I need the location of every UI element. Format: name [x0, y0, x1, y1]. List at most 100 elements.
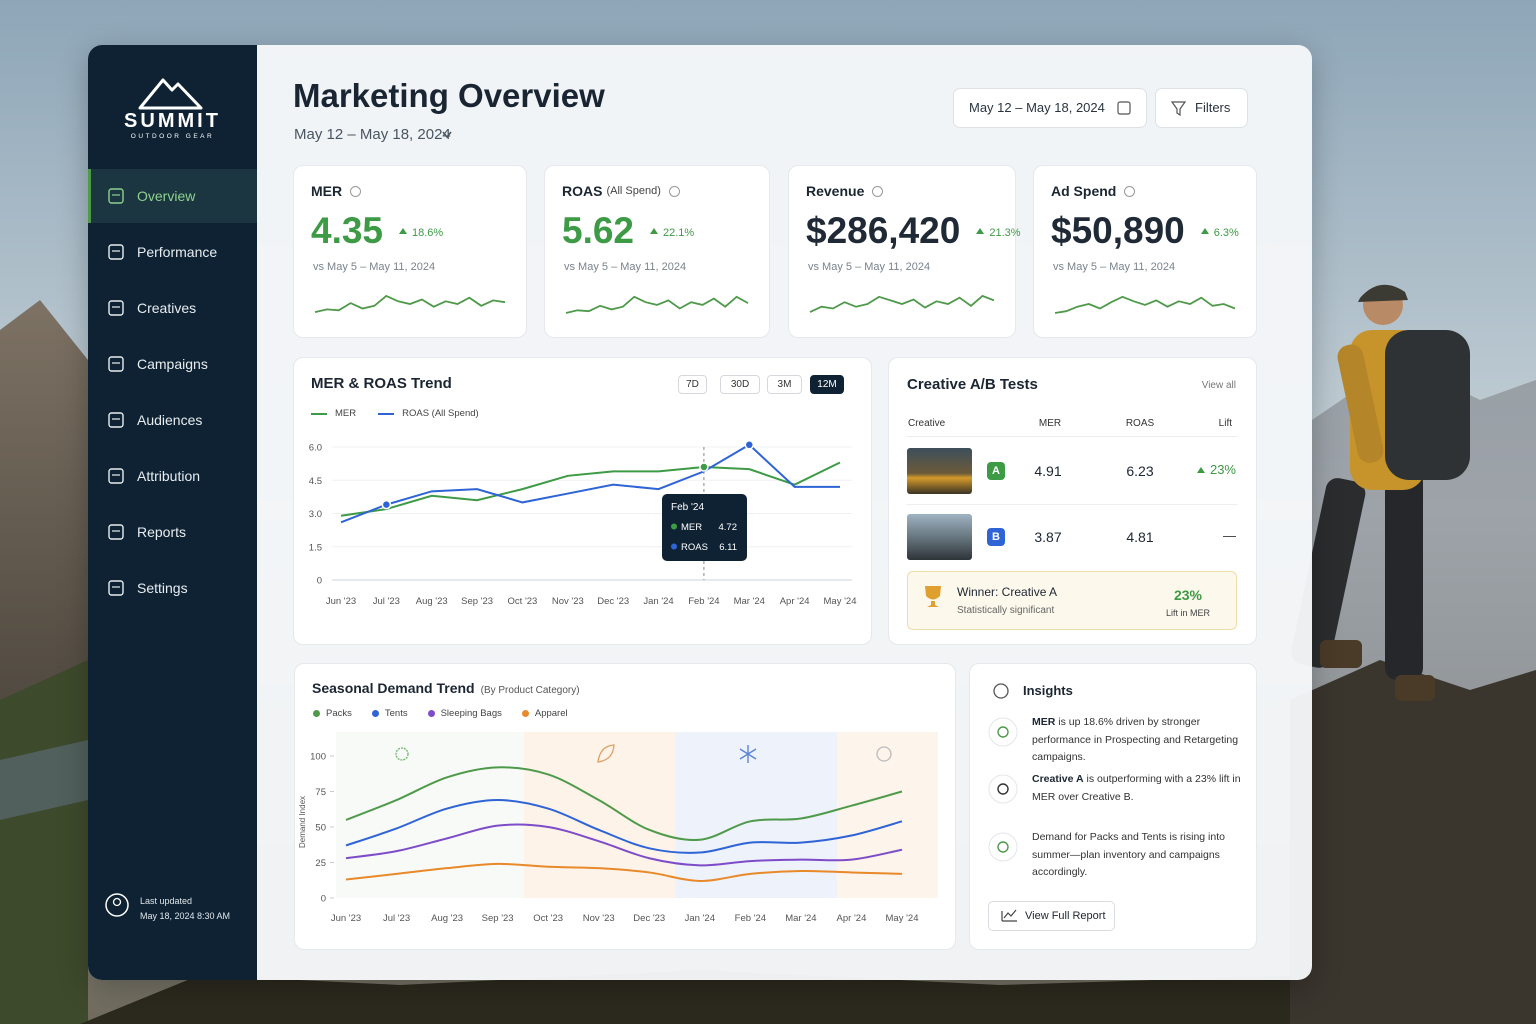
info-icon — [872, 185, 884, 197]
column-header: ROAS — [1125, 417, 1155, 429]
up-arrow — [399, 228, 408, 234]
kpi-value-row: 5.62 22.1% — [562, 210, 694, 252]
kpi-change: 22.1% — [663, 226, 695, 239]
trend-card — [293, 357, 872, 645]
kpi-value: 5.62 — [562, 210, 635, 251]
roas-value: 6.23 — [1126, 462, 1154, 479]
mer-value: 3.87 — [1034, 528, 1062, 545]
page-title: Marketing Overview — [293, 76, 605, 114]
date-range: May 12 – May 18, 2024 — [294, 126, 451, 144]
last-updated-label: Last updated — [140, 896, 193, 907]
kpi-header: MER — [311, 183, 362, 199]
creative-thumbnail — [907, 448, 972, 494]
variant-badge: A — [987, 462, 1005, 480]
lift-value: — — [1223, 528, 1236, 543]
lift-value: 23% — [1209, 462, 1236, 477]
chart-heading: Seasonal Demand Trend (By Product Categor… — [312, 680, 580, 696]
legend-swatch — [311, 412, 327, 415]
divider — [907, 436, 1237, 437]
kpi-value: 4.35 — [311, 210, 384, 251]
winner-box — [907, 571, 1237, 630]
insight-body: Demand for Packs and Tents is rising int… — [1032, 831, 1225, 878]
nav-label: Settings — [137, 579, 188, 596]
up-arrow — [650, 228, 659, 234]
insight-highlight: Creative A — [1032, 773, 1084, 785]
legend: Packs Tents Sleeping Bags Apparel — [313, 708, 568, 719]
up-arrow — [976, 228, 985, 234]
report-button-label: View Full Report — [1025, 909, 1106, 922]
kpi-compare: vs May 5 – May 11, 2024 — [313, 260, 436, 273]
kpi-header: ROAS (All Spend) — [562, 183, 680, 199]
range-button[interactable] — [678, 375, 707, 394]
legend-label: ROAS (All Spend) — [402, 408, 479, 419]
insight-body: is outperforming with a 23% lift in MER … — [1032, 773, 1241, 803]
last-updated-time: May 18, 2024 8:30 AM — [140, 911, 231, 922]
kpi-header: Revenue — [806, 183, 884, 199]
kpi-name: Revenue — [806, 183, 865, 199]
filters-button[interactable] — [1155, 88, 1248, 128]
winner-lift: 23% — [1173, 586, 1203, 603]
variant-badge: B — [987, 528, 1005, 546]
nav-label: Reports — [137, 523, 187, 540]
date-button[interactable] — [953, 88, 1147, 128]
insight-highlight: MER — [1032, 716, 1056, 728]
date-button-label: May 12 – May 18, 2024 — [969, 99, 1105, 115]
legend-label: Packs — [326, 708, 352, 719]
nav-label: Overview — [137, 187, 196, 204]
creative-thumbnail — [907, 514, 972, 560]
kpi-value-row: $50,890 6.3% — [1051, 210, 1239, 252]
lift-cell: — — [1223, 528, 1236, 543]
kpi-compare: vs May 5 – May 11, 2024 — [1053, 260, 1176, 273]
insight-text: Creative A is outperforming with a 23% l… — [1032, 771, 1244, 806]
kpi-name: Ad Spend — [1051, 183, 1117, 199]
chart-subtitle: (By Product Category) — [480, 685, 580, 696]
column-header: Lift — [1218, 417, 1232, 429]
info-icon — [668, 185, 680, 197]
range-label: 3M — [777, 379, 792, 390]
winner-note: Statistically significant — [957, 604, 1055, 616]
nav-label: Campaigns — [137, 355, 208, 372]
filters-label: Filters — [1195, 99, 1231, 115]
kpi-header: Ad Spend — [1051, 183, 1136, 199]
kpi-change: 21.3% — [989, 226, 1021, 239]
kpi-name: ROAS — [562, 183, 603, 199]
kpi-value-row: 4.35 18.6% — [311, 210, 443, 252]
kpi-change: 18.6% — [412, 226, 444, 239]
kpi-value-row: $286,420 21.3% — [806, 210, 1021, 252]
legend-label: Apparel — [534, 708, 568, 719]
range-label: 30D — [730, 379, 750, 390]
nav-label: Attribution — [137, 467, 201, 484]
range-button[interactable] — [810, 375, 844, 394]
range-button[interactable] — [767, 375, 802, 394]
insight-body: is up 18.6% driven by stronger performan… — [1032, 716, 1239, 763]
mer-value: 4.91 — [1034, 462, 1062, 479]
winner-title: Winner: Creative A — [957, 585, 1058, 600]
range-button[interactable] — [720, 375, 760, 394]
column-header: MER — [1038, 417, 1062, 429]
kpi-change: 6.3% — [1213, 226, 1239, 239]
nav-label: Performance — [137, 243, 218, 260]
nav-label: Audiences — [137, 411, 203, 428]
insight-text: Demand for Packs and Tents is rising int… — [1032, 829, 1244, 882]
view-all: View all — [1201, 379, 1236, 391]
up-arrow — [1196, 466, 1205, 473]
nav-label: Creatives — [137, 299, 197, 316]
column-header: Creative — [908, 417, 946, 429]
legend-swatch — [371, 710, 379, 717]
chart-title: MER & ROAS Trend — [311, 375, 452, 393]
kpi-compare: vs May 5 – May 11, 2024 — [808, 260, 931, 273]
chart-title: Seasonal Demand Trend — [312, 680, 475, 696]
card-title: Insights — [1023, 682, 1073, 698]
divider — [907, 504, 1237, 505]
legend-swatch — [521, 710, 529, 717]
legend-label: MER — [335, 408, 357, 419]
kpi-compare: vs May 5 – May 11, 2024 — [564, 260, 687, 273]
legend-swatch — [427, 710, 435, 717]
kpi-name: MER — [311, 183, 343, 199]
range-label: 12M — [817, 379, 837, 390]
insight-text: MER is up 18.6% driven by stronger perfo… — [1032, 714, 1244, 767]
lift-cell: 23% — [1196, 462, 1236, 477]
seasonal-card — [294, 663, 956, 950]
